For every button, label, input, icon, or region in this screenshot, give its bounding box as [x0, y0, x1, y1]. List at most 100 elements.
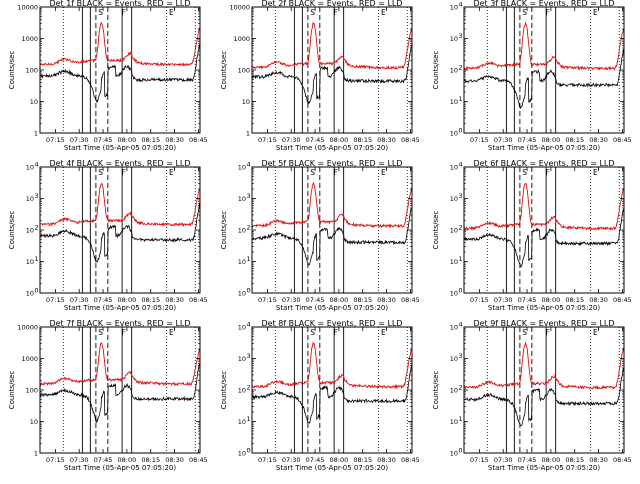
x-tick-label: 08:45	[401, 136, 420, 144]
x-tick-label: 08:15	[565, 456, 584, 464]
marker-f: F	[122, 168, 126, 177]
x-tick-label: 08:15	[565, 296, 584, 304]
y-tick-label: 10	[238, 258, 246, 266]
x-axis-label: Start Time (05-Apr-05 07:05:20)	[488, 304, 600, 312]
y-tick-label: 10	[450, 290, 458, 298]
y-tick-label: 1	[34, 130, 38, 138]
y-tick-label: 10	[450, 130, 458, 138]
y-tick-label: 1000	[233, 35, 250, 43]
y-tick-exponent: 1	[35, 255, 39, 263]
y-tick-label: 1	[246, 130, 250, 138]
x-tick-label: 07:15	[46, 456, 65, 464]
y-tick-exponent: 2	[459, 64, 463, 72]
y-tick-exponent: 2	[459, 224, 463, 232]
x-tick-label: 07:45	[518, 296, 537, 304]
y-tick-label: 1000	[21, 35, 38, 43]
x-tick-label: 08:45	[613, 136, 632, 144]
x-tick-label: 08:00	[330, 136, 349, 144]
x-tick-label: 08:30	[377, 296, 396, 304]
x-tick-label: 08:15	[353, 456, 372, 464]
marker-s: S	[98, 168, 103, 177]
x-tick-label: 08:30	[165, 296, 184, 304]
x-tick-label: 08:15	[353, 136, 372, 144]
y-tick-label: 1	[34, 450, 38, 458]
plot-frame	[251, 326, 413, 454]
x-axis-label: Start Time (05-Apr-05 07:05:20)	[64, 304, 176, 312]
x-tick-label: 08:45	[613, 456, 632, 464]
y-tick-exponent: 3	[459, 192, 463, 200]
x-tick-label: 07:45	[306, 296, 325, 304]
y-tick-label: 10	[26, 164, 34, 172]
plot-frame	[463, 326, 625, 454]
events-series-line	[39, 363, 200, 424]
plot-frame	[39, 6, 201, 134]
y-tick-label: 10	[26, 227, 34, 235]
lld-series-line	[464, 182, 624, 232]
x-tick-label: 08:15	[353, 296, 372, 304]
lld-series-line	[463, 21, 624, 72]
y-tick-label: 10	[450, 164, 458, 172]
y-tick-exponent: 2	[247, 224, 251, 232]
marker-e: E	[593, 168, 598, 177]
y-tick-label: 10	[238, 324, 246, 332]
y-tick-exponent: 1	[459, 415, 463, 423]
y-tick-exponent: 4	[459, 161, 463, 169]
events-series-line	[463, 48, 624, 110]
y-tick-exponent: 3	[247, 352, 251, 360]
lld-series-line	[40, 182, 200, 228]
y-axis-label: Counts/sec	[432, 211, 440, 250]
marker-s: S	[310, 168, 315, 177]
events-series-line	[39, 44, 200, 104]
x-tick-label: 08:45	[401, 456, 420, 464]
x-tick-label: 08:15	[141, 456, 160, 464]
marker-s: S	[310, 328, 315, 337]
x-tick-label: 07:15	[258, 296, 277, 304]
x-tick-label: 07:45	[94, 136, 113, 144]
plot-frame	[463, 6, 625, 134]
x-tick-label: 08:00	[542, 296, 561, 304]
marker-s: S	[98, 328, 103, 337]
x-tick-label: 07:30	[282, 296, 301, 304]
marker-f: F	[122, 328, 126, 337]
y-tick-label: 10	[450, 227, 458, 235]
marker-f: F	[122, 8, 126, 17]
marker-f: F	[546, 168, 550, 177]
y-tick-label: 10	[450, 258, 458, 266]
y-tick-label: 10	[450, 67, 458, 75]
lld-series-line	[39, 341, 200, 387]
events-series-line	[252, 208, 412, 266]
y-tick-exponent: 4	[35, 161, 39, 169]
x-tick-label: 08:30	[165, 136, 184, 144]
x-tick-label: 08:00	[118, 136, 137, 144]
marker-f: F	[334, 168, 338, 177]
y-tick-label: 10	[238, 355, 246, 363]
marker-e: E	[593, 328, 598, 337]
events-series-line	[40, 203, 200, 263]
y-tick-label: 10	[242, 98, 250, 106]
x-axis-label: Start Time (05-Apr-05 07:05:20)	[276, 144, 388, 152]
y-tick-exponent: 1	[459, 255, 463, 263]
y-tick-label: 10	[238, 418, 246, 426]
y-tick-exponent: 4	[459, 1, 463, 9]
y-tick-exponent: 2	[459, 384, 463, 392]
x-tick-label: 08:45	[401, 296, 420, 304]
y-tick-exponent: 3	[35, 192, 39, 200]
y-tick-exponent: 0	[459, 447, 463, 455]
x-tick-label: 08:00	[118, 296, 137, 304]
x-axis-label: Start Time (05-Apr-05 07:05:20)	[276, 464, 388, 472]
x-axis-label: Start Time (05-Apr-05 07:05:20)	[64, 464, 176, 472]
y-tick-exponent: 3	[247, 192, 251, 200]
plot-title: Det 7f BLACK = Events, RED = LLD	[49, 319, 190, 328]
y-tick-label: 10	[450, 355, 458, 363]
y-axis-label: Counts/sec	[8, 51, 16, 90]
y-tick-exponent: 0	[247, 447, 251, 455]
y-tick-label: 10	[450, 387, 458, 395]
x-tick-label: 07:15	[258, 456, 277, 464]
y-tick-exponent: 4	[459, 321, 463, 329]
lld-series-line	[464, 341, 624, 391]
